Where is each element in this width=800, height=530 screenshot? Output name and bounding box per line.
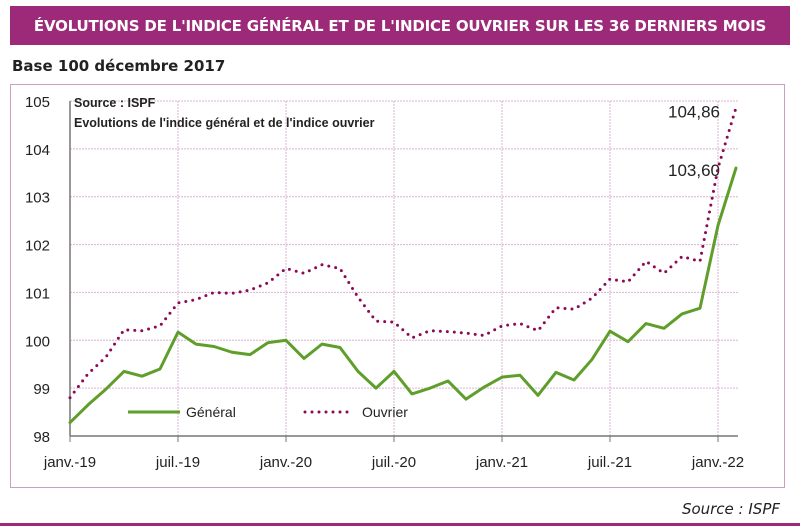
legend-label-general: Général — [186, 404, 236, 420]
x-tick-label: juil.-21 — [587, 454, 632, 471]
series-line-general — [68, 166, 738, 425]
chart-frame — [10, 84, 785, 488]
x-tick-label: juil.-19 — [155, 454, 200, 471]
end-value-label-general: 103,60 — [668, 161, 720, 180]
footer-source: Source : ISPF — [681, 500, 780, 518]
chart-title: Evolutions de l'indice général et de l'i… — [74, 116, 375, 130]
x-tick-label: janv.-22 — [691, 454, 744, 471]
page-title: ÉVOLUTIONS DE L'INDICE GÉNÉRAL ET DE L'I… — [33, 16, 767, 35]
legend-label-ouvrier: Ouvrier — [362, 404, 408, 420]
base-subtitle: Base 100 décembre 2017 — [12, 57, 226, 75]
y-tick-label: 98 — [33, 429, 50, 446]
x-tick-label: janv.-21 — [475, 454, 528, 471]
x-tick-label: janv.-19 — [43, 454, 96, 471]
y-tick-label: 103 — [25, 190, 50, 207]
y-tick-label: 99 — [33, 381, 50, 398]
y-tick-label: 104 — [25, 142, 50, 159]
series-line-ouvrier — [68, 106, 738, 400]
y-tick-label: 101 — [25, 285, 50, 302]
y-tick-label: 100 — [25, 333, 50, 350]
x-tick-label: janv.-20 — [259, 454, 312, 471]
y-tick-label: 102 — [25, 238, 50, 255]
chart-source-annotation: Source : ISPF — [74, 96, 156, 110]
title-bar: ÉVOLUTIONS DE L'INDICE GÉNÉRAL ET DE L'I… — [10, 6, 790, 45]
end-value-label-ouvrier: 104,86 — [668, 103, 720, 122]
bottom-divider — [0, 523, 800, 526]
y-tick-label: 105 — [25, 94, 50, 111]
x-tick-label: juil.-20 — [371, 454, 416, 471]
